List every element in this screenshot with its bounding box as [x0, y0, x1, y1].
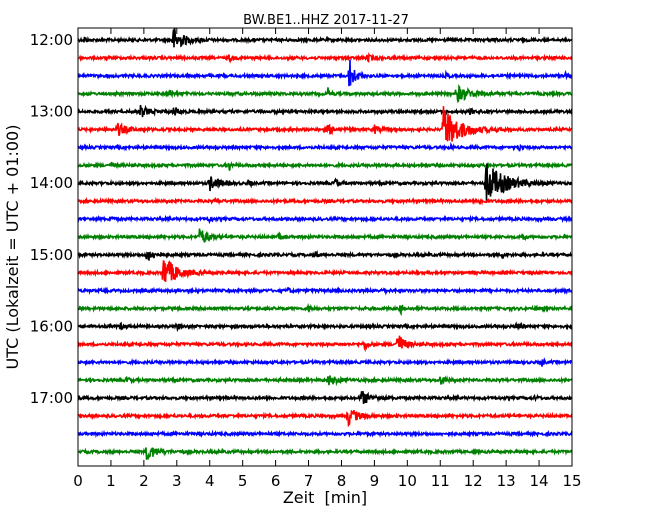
seismic-trace [78, 51, 572, 64]
x-axis-label: Zeit [min] [283, 488, 367, 507]
y-tick-label: 12:00 [30, 31, 73, 49]
seismic-trace [78, 196, 572, 206]
seismic-trace [78, 28, 572, 48]
seismic-trace [78, 160, 572, 171]
x-tick-label: 5 [238, 472, 248, 490]
y-tick-label: 14:00 [30, 174, 73, 192]
x-tick-label: 11 [431, 472, 450, 490]
x-tick-label: 6 [271, 472, 281, 490]
x-tick-label: 4 [205, 472, 215, 490]
y-tick-label: 13:00 [30, 103, 73, 121]
x-tick-label: 12 [464, 472, 483, 490]
seismic-trace [78, 447, 572, 460]
seismic-trace [78, 214, 572, 225]
seismic-trace [78, 286, 572, 296]
trace-layer [78, 28, 572, 460]
plot-frame [77, 27, 573, 467]
x-tick-label: 2 [139, 472, 149, 490]
x-tick-label: 9 [370, 472, 380, 490]
y-tick-label: 17:00 [30, 389, 73, 407]
seismic-trace [78, 302, 572, 317]
seismic-trace [78, 250, 572, 261]
chart-title: BW.BE1..HHZ 2017-11-27 [243, 13, 409, 28]
x-tick-label: 1 [106, 472, 116, 490]
y-axis: 12:00 13:00 14:00 15:00 16:00 17:00 [30, 31, 572, 407]
x-tick-label: 13 [497, 472, 516, 490]
y-axis-label: UTC (Lokalzeit = UTC + 01:00) [3, 125, 22, 370]
seismic-trace [78, 356, 572, 367]
x-axis: 0 1 2 3 4 5 6 7 8 9 10 11 12 13 14 15 [73, 28, 582, 490]
seismic-trace [78, 321, 572, 333]
seismic-trace [78, 391, 572, 404]
x-tick-label: 0 [73, 472, 83, 490]
seismic-trace [78, 429, 572, 439]
seismic-trace [78, 106, 572, 142]
seismic-trace [78, 228, 572, 243]
x-tick-label: 8 [337, 472, 347, 490]
x-tick-label: 14 [530, 472, 549, 490]
x-tick-label: 10 [398, 472, 417, 490]
x-tick-label: 15 [562, 472, 581, 490]
seismic-trace [78, 375, 572, 387]
y-tick-label: 16:00 [30, 317, 73, 335]
seismic-trace [78, 104, 572, 118]
seismic-trace [78, 409, 572, 428]
seismic-trace [78, 259, 572, 282]
x-tick-label: 7 [304, 472, 314, 490]
seismic-trace [78, 163, 572, 202]
y-tick-label: 15:00 [30, 246, 73, 264]
seismic-trace [78, 335, 572, 353]
seismic-trace [78, 84, 572, 104]
seismic-trace [78, 141, 572, 152]
x-tick-label: 3 [172, 472, 182, 490]
seismic-trace [78, 59, 572, 87]
